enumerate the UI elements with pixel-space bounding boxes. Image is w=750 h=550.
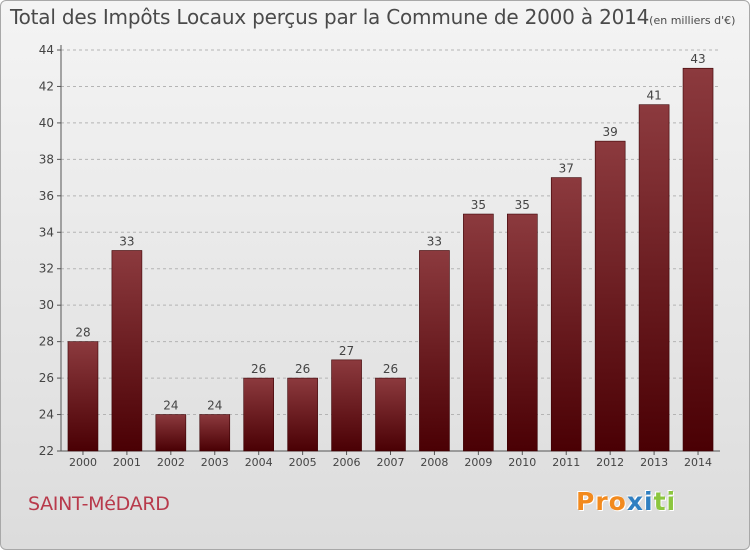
y-tick-label: 28	[39, 335, 54, 349]
x-tick-label: 2013	[640, 456, 668, 469]
bars	[67, 67, 714, 452]
x-tick-label: 2002	[157, 456, 185, 469]
x-tick-label: 2009	[464, 456, 492, 469]
y-tick-label: 24	[39, 408, 54, 422]
y-tick-label: 40	[39, 116, 54, 130]
bar	[594, 140, 626, 452]
bar	[243, 377, 274, 452]
y-tick-label: 26	[39, 371, 54, 385]
bar	[506, 213, 538, 452]
bar	[375, 377, 406, 452]
chart-title-text: Total des Impôts Locaux perçus par la Co…	[10, 5, 650, 29]
bar	[155, 414, 187, 452]
commune-name: SAINT-MéDARD	[28, 493, 170, 515]
data-label: 27	[339, 344, 354, 358]
logo-letter: t	[653, 487, 667, 516]
data-label: 33	[427, 235, 442, 249]
data-label: 39	[603, 125, 618, 139]
x-tick-label: 2004	[245, 456, 273, 469]
data-label: 35	[515, 198, 530, 212]
data-label: 35	[471, 198, 486, 212]
data-label: 41	[646, 89, 661, 103]
bar	[550, 177, 582, 452]
data-label: 26	[251, 362, 266, 376]
x-tick-label: 2001	[113, 456, 141, 469]
data-label: 26	[295, 362, 310, 376]
data-label: 24	[163, 399, 178, 413]
y-tick-label: 38	[39, 152, 54, 166]
data-label: 33	[119, 235, 134, 249]
bar	[638, 104, 670, 452]
bar	[682, 67, 714, 452]
logo-letter: x	[626, 487, 644, 516]
y-tick-label: 44	[39, 43, 54, 57]
y-tick-label: 32	[39, 262, 54, 276]
x-tick-label: 2014	[684, 456, 712, 469]
proxiti-logo: Proxiti	[576, 487, 676, 516]
bar	[199, 414, 231, 452]
bar	[463, 213, 494, 452]
y-tick-label: 42	[39, 79, 54, 93]
logo-letter: i	[644, 487, 654, 516]
bar	[331, 359, 362, 452]
data-label: 26	[383, 362, 398, 376]
logo-letter: o	[608, 487, 627, 516]
logo-letter: i	[666, 487, 677, 516]
x-tick-label: 2010	[508, 456, 536, 469]
data-label: 28	[75, 326, 90, 340]
x-tick-label: 2006	[333, 456, 361, 469]
bar	[67, 341, 99, 452]
x-tick-label: 2008	[420, 456, 448, 469]
y-tick-label: 30	[39, 298, 54, 312]
data-label: 24	[207, 399, 222, 413]
logo-letter: r	[595, 487, 609, 516]
chart-title: Total des Impôts Locaux perçus par la Co…	[10, 5, 735, 29]
x-tick-label: 2012	[596, 456, 624, 469]
data-label: 37	[559, 162, 574, 176]
y-tick-label: 22	[39, 444, 54, 458]
data-label: 43	[690, 52, 705, 66]
logo-letter: P	[576, 487, 596, 516]
x-tick-label: 2007	[377, 456, 405, 469]
x-tick-label: 2000	[69, 456, 97, 469]
axes: 22 24 26 28 30 32 34 36 38 40 42 44 2000 2001 2002 2003…	[39, 43, 720, 469]
x-tick-label: 2003	[201, 456, 229, 469]
bar	[287, 377, 318, 452]
y-tick-label: 34	[39, 225, 54, 239]
y-tick-label: 36	[39, 189, 54, 203]
bar	[419, 250, 450, 452]
x-tick-label: 2005	[289, 456, 317, 469]
chart-title-unit: (en milliers d'€)	[649, 14, 736, 27]
x-tick-label: 2011	[552, 456, 580, 469]
data-labels: 28 33 24 24 26 26 27 26 33 35 35 37 39 41 43	[75, 52, 705, 412]
bar	[111, 250, 143, 452]
